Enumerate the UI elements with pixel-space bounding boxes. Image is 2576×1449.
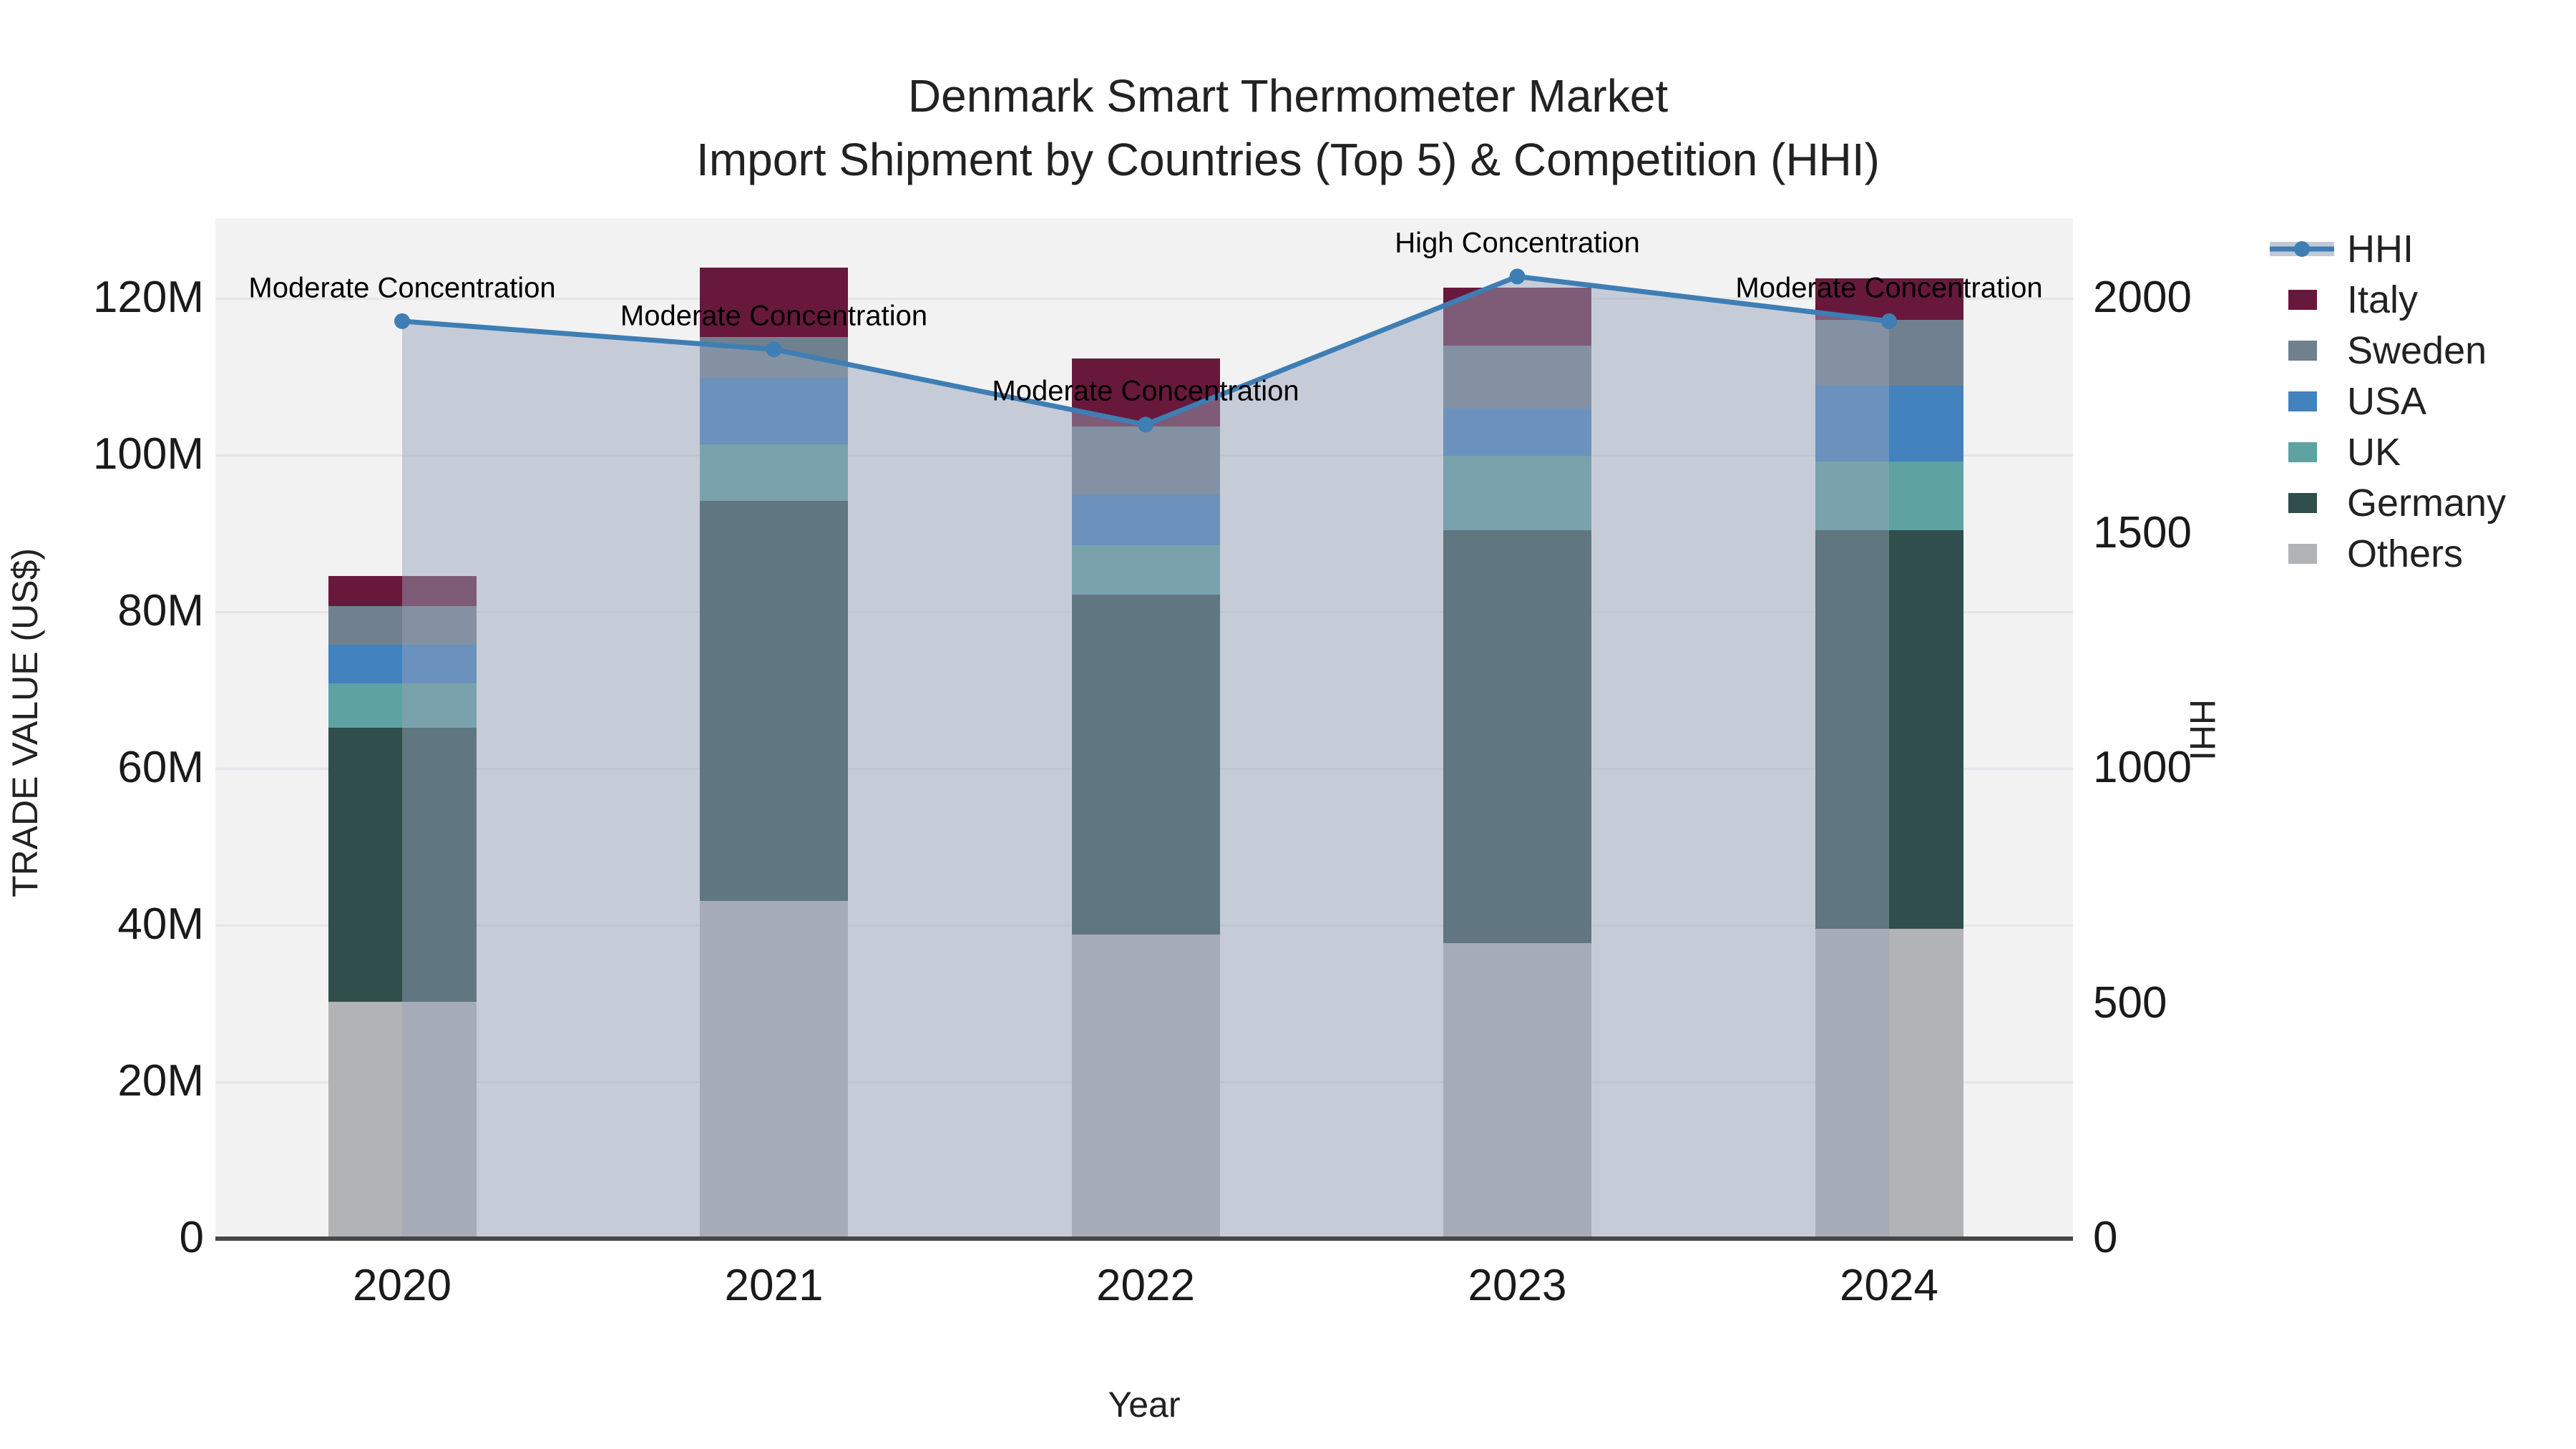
bar-segment-uk-2020[interactable] xyxy=(328,683,477,728)
bar-segment-germany-2020[interactable] xyxy=(328,728,477,1002)
plot-area: Moderate Concentration Moderate Concentra… xyxy=(215,218,2073,1239)
bar-segment-germany-2022[interactable] xyxy=(1071,594,1220,935)
germany-swatch xyxy=(2288,492,2317,513)
annotation-2020: Moderate Concentration xyxy=(248,272,556,304)
bar-segment-germany-2021[interactable] xyxy=(700,500,848,902)
y-axis-left-title: TRADE VALUE (US$) xyxy=(5,547,45,898)
stacked-bar-2021[interactable] xyxy=(700,268,848,1239)
gridline xyxy=(215,298,2073,300)
y-right-tick-1500: 1500 xyxy=(2093,507,2192,557)
x-tick-2020: 2020 xyxy=(353,1261,452,1310)
legend-label: UK xyxy=(2347,430,2401,474)
bar-segment-uk-2022[interactable] xyxy=(1071,545,1220,595)
bar-segment-sweden-2024[interactable] xyxy=(1815,319,1963,386)
y-left-tick-100M: 100M xyxy=(92,429,204,479)
y-right-tick-0: 0 xyxy=(2093,1213,2118,1262)
y-left-tick-20M: 20M xyxy=(117,1056,204,1106)
bar-segment-others-2023[interactable] xyxy=(1443,943,1591,1239)
stacked-bar-2024[interactable] xyxy=(1815,278,1963,1239)
hhi-line-layer xyxy=(394,268,1897,1238)
y-axis-right-title: HHI xyxy=(2182,698,2223,761)
x-axis-title: Year xyxy=(1108,1385,1181,1425)
annotation-2021: Moderate Concentration xyxy=(620,300,928,332)
y-left-tick-40M: 40M xyxy=(117,899,204,949)
stacked-bar-2022[interactable] xyxy=(1071,358,1220,1239)
uk-swatch xyxy=(2288,441,2317,462)
bar-segment-uk-2024[interactable] xyxy=(1815,461,1963,531)
bar-segment-usa-2020[interactable] xyxy=(328,645,477,683)
bar-segment-sweden-2023[interactable] xyxy=(1443,345,1591,409)
bar-segment-uk-2023[interactable] xyxy=(1443,456,1591,531)
hhi-marker-2021[interactable] xyxy=(766,341,782,358)
hhi-marker-2023[interactable] xyxy=(1509,268,1526,285)
y-left-tick-80M: 80M xyxy=(117,586,204,635)
y-left-tick-0: 0 xyxy=(179,1213,204,1262)
legend-label: HHI xyxy=(2347,227,2414,270)
x-tick-2022: 2022 xyxy=(1096,1261,1195,1310)
annotation-2023: High Concentration xyxy=(1395,227,1640,259)
y-right-tick-2000: 2000 xyxy=(2093,273,2192,322)
bar-segment-italy-2020[interactable] xyxy=(328,575,477,607)
bar-segment-sweden-2020[interactable] xyxy=(328,606,477,645)
annotation-2024: Moderate Concentration xyxy=(1735,272,2043,304)
y-right-tick-500: 500 xyxy=(2093,977,2167,1028)
legend-label: Germany xyxy=(2347,481,2507,525)
usa-swatch xyxy=(2288,391,2317,411)
bar-segment-others-2022[interactable] xyxy=(1071,935,1220,1239)
hhi-area-fill xyxy=(402,276,1889,1238)
hhi-marker-2022[interactable] xyxy=(1138,416,1153,433)
bar-segment-others-2020[interactable] xyxy=(328,1002,477,1239)
bar-segment-italy-2021[interactable] xyxy=(700,268,848,337)
bar-segment-italy-2024[interactable] xyxy=(1815,278,1963,320)
stacked-bar-2023[interactable] xyxy=(1443,287,1591,1239)
bar-segment-germany-2024[interactable] xyxy=(1815,530,1963,930)
chart-title-line1: Denmark Smart Thermometer Market xyxy=(907,70,1669,122)
bar-segment-others-2024[interactable] xyxy=(1815,929,1963,1239)
hhi-marker-2020[interactable] xyxy=(394,313,410,329)
bar-segment-usa-2022[interactable] xyxy=(1071,494,1220,545)
annotation-2022: Moderate Concentration xyxy=(992,375,1299,407)
bar-segment-usa-2023[interactable] xyxy=(1443,409,1591,457)
others-swatch xyxy=(2288,543,2317,564)
italy-swatch xyxy=(2288,289,2317,310)
bar-segment-uk-2021[interactable] xyxy=(700,444,848,501)
legend-label: Others xyxy=(2347,532,2464,575)
bar-segment-usa-2021[interactable] xyxy=(700,377,848,444)
bar-segment-sweden-2022[interactable] xyxy=(1071,426,1220,494)
bar-segment-others-2021[interactable] xyxy=(700,901,848,1239)
x-tick-2021: 2021 xyxy=(724,1261,824,1310)
y-right-tick-1000: 1000 xyxy=(2093,743,2192,792)
legend-label: USA xyxy=(2347,379,2427,423)
bar-segment-germany-2023[interactable] xyxy=(1443,530,1591,944)
legend-label: Italy xyxy=(2347,278,2419,321)
x-tick-2023: 2023 xyxy=(1468,1261,1567,1310)
legend-label: Sweden xyxy=(2347,328,2487,372)
y-left-tick-120M: 120M xyxy=(92,273,204,322)
hhi-marker-2024[interactable] xyxy=(1881,313,1897,329)
x-axis-line xyxy=(215,1236,2073,1241)
x-tick-2024: 2024 xyxy=(1840,1261,1938,1310)
sweden-swatch xyxy=(2288,340,2317,361)
bar-segment-usa-2024[interactable] xyxy=(1815,385,1963,462)
chart-title-line2: Import Shipment by Countries (Top 5) & C… xyxy=(696,134,1880,185)
hhi-legend-glyph xyxy=(2270,240,2334,257)
y-left-tick-60M: 60M xyxy=(117,743,204,792)
stacked-bar-2020[interactable] xyxy=(328,575,477,1239)
